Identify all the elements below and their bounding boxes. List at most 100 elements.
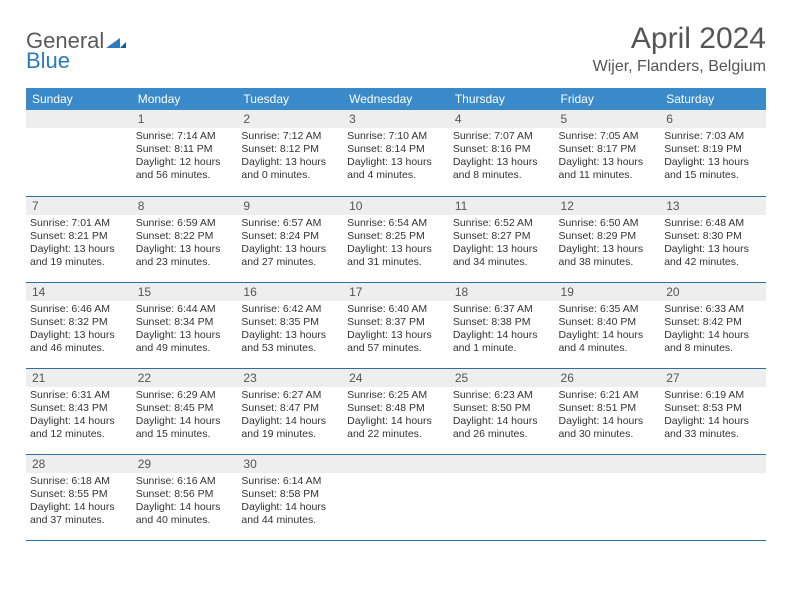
day-number: 2	[237, 110, 343, 128]
daylight-text: Daylight: 14 hours	[559, 415, 657, 428]
sunrise-text: Sunrise: 7:07 AM	[453, 130, 551, 143]
title-block: April 2024 Wijer, Flanders, Belgium	[593, 22, 766, 76]
sunrise-text: Sunrise: 6:29 AM	[136, 389, 234, 402]
day-number: 20	[660, 283, 766, 301]
daylight-text: Daylight: 14 hours	[136, 501, 234, 514]
day-number: 4	[449, 110, 555, 128]
daylight-text: and 12 minutes.	[30, 428, 128, 441]
sunset-text: Sunset: 8:48 PM	[347, 402, 445, 415]
sunset-text: Sunset: 8:25 PM	[347, 230, 445, 243]
calendar-day-cell: 10Sunrise: 6:54 AMSunset: 8:25 PMDayligh…	[343, 196, 449, 282]
daylight-text: and 38 minutes.	[559, 256, 657, 269]
day-content: Sunrise: 7:14 AMSunset: 8:11 PMDaylight:…	[132, 128, 238, 187]
calendar-empty-cell	[555, 454, 661, 540]
daylight-text: and 1 minute.	[453, 342, 551, 355]
sunrise-text: Sunrise: 6:35 AM	[559, 303, 657, 316]
calendar-day-cell: 5Sunrise: 7:05 AMSunset: 8:17 PMDaylight…	[555, 110, 661, 196]
calendar-day-cell: 24Sunrise: 6:25 AMSunset: 8:48 PMDayligh…	[343, 368, 449, 454]
sunrise-text: Sunrise: 7:03 AM	[664, 130, 762, 143]
weekday-header-row: SundayMondayTuesdayWednesdayThursdayFrid…	[26, 88, 766, 110]
day-content: Sunrise: 6:23 AMSunset: 8:50 PMDaylight:…	[449, 387, 555, 446]
sunrise-text: Sunrise: 6:42 AM	[241, 303, 339, 316]
daylight-text: and 49 minutes.	[136, 342, 234, 355]
daylight-text: Daylight: 14 hours	[30, 501, 128, 514]
calendar-day-cell: 21Sunrise: 6:31 AMSunset: 8:43 PMDayligh…	[26, 368, 132, 454]
sunrise-text: Sunrise: 6:54 AM	[347, 217, 445, 230]
day-content: Sunrise: 6:37 AMSunset: 8:38 PMDaylight:…	[449, 301, 555, 360]
daylight-text: and 37 minutes.	[30, 514, 128, 527]
sunrise-text: Sunrise: 6:18 AM	[30, 475, 128, 488]
calendar-day-cell: 18Sunrise: 6:37 AMSunset: 8:38 PMDayligh…	[449, 282, 555, 368]
calendar-day-cell: 15Sunrise: 6:44 AMSunset: 8:34 PMDayligh…	[132, 282, 238, 368]
daylight-text: Daylight: 14 hours	[136, 415, 234, 428]
day-content: Sunrise: 6:31 AMSunset: 8:43 PMDaylight:…	[26, 387, 132, 446]
empty-daynum	[26, 110, 132, 128]
daylight-text: and 30 minutes.	[559, 428, 657, 441]
daylight-text: and 27 minutes.	[241, 256, 339, 269]
calendar-day-cell: 13Sunrise: 6:48 AMSunset: 8:30 PMDayligh…	[660, 196, 766, 282]
sunrise-text: Sunrise: 7:05 AM	[559, 130, 657, 143]
daylight-text: Daylight: 13 hours	[30, 329, 128, 342]
sunset-text: Sunset: 8:16 PM	[453, 143, 551, 156]
day-number: 19	[555, 283, 661, 301]
empty-daynum	[555, 455, 661, 473]
sunset-text: Sunset: 8:17 PM	[559, 143, 657, 156]
day-content: Sunrise: 6:21 AMSunset: 8:51 PMDaylight:…	[555, 387, 661, 446]
day-content: Sunrise: 6:52 AMSunset: 8:27 PMDaylight:…	[449, 215, 555, 274]
day-content: Sunrise: 7:12 AMSunset: 8:12 PMDaylight:…	[237, 128, 343, 187]
day-number: 29	[132, 455, 238, 473]
empty-daynum	[449, 455, 555, 473]
day-content: Sunrise: 7:03 AMSunset: 8:19 PMDaylight:…	[660, 128, 766, 187]
logo-icon	[106, 28, 126, 54]
calendar-empty-cell	[660, 454, 766, 540]
day-content: Sunrise: 6:29 AMSunset: 8:45 PMDaylight:…	[132, 387, 238, 446]
sunset-text: Sunset: 8:22 PM	[136, 230, 234, 243]
daylight-text: and 19 minutes.	[30, 256, 128, 269]
calendar-empty-cell	[449, 454, 555, 540]
day-number: 25	[449, 369, 555, 387]
calendar-table: SundayMondayTuesdayWednesdayThursdayFrid…	[26, 88, 766, 541]
weekday-header: Wednesday	[343, 88, 449, 110]
daylight-text: and 31 minutes.	[347, 256, 445, 269]
calendar-day-cell: 23Sunrise: 6:27 AMSunset: 8:47 PMDayligh…	[237, 368, 343, 454]
sunset-text: Sunset: 8:47 PM	[241, 402, 339, 415]
sunset-text: Sunset: 8:37 PM	[347, 316, 445, 329]
month-title: April 2024	[593, 22, 766, 56]
daylight-text: Daylight: 14 hours	[241, 501, 339, 514]
sunset-text: Sunset: 8:35 PM	[241, 316, 339, 329]
daylight-text: and 44 minutes.	[241, 514, 339, 527]
daylight-text: and 26 minutes.	[453, 428, 551, 441]
sunset-text: Sunset: 8:38 PM	[453, 316, 551, 329]
sunrise-text: Sunrise: 6:27 AM	[241, 389, 339, 402]
sunrise-text: Sunrise: 6:59 AM	[136, 217, 234, 230]
daylight-text: and 22 minutes.	[347, 428, 445, 441]
day-content: Sunrise: 6:50 AMSunset: 8:29 PMDaylight:…	[555, 215, 661, 274]
page-header: General April 2024 Wijer, Flanders, Belg…	[26, 22, 766, 76]
daylight-text: and 11 minutes.	[559, 169, 657, 182]
sunrise-text: Sunrise: 7:10 AM	[347, 130, 445, 143]
day-content: Sunrise: 7:07 AMSunset: 8:16 PMDaylight:…	[449, 128, 555, 187]
daylight-text: and 15 minutes.	[136, 428, 234, 441]
daylight-text: Daylight: 12 hours	[136, 156, 234, 169]
sunset-text: Sunset: 8:21 PM	[30, 230, 128, 243]
daylight-text: Daylight: 14 hours	[559, 329, 657, 342]
sunset-text: Sunset: 8:51 PM	[559, 402, 657, 415]
calendar-page: General April 2024 Wijer, Flanders, Belg…	[0, 0, 792, 563]
day-content: Sunrise: 7:10 AMSunset: 8:14 PMDaylight:…	[343, 128, 449, 187]
day-content: Sunrise: 6:33 AMSunset: 8:42 PMDaylight:…	[660, 301, 766, 360]
daylight-text: Daylight: 14 hours	[347, 415, 445, 428]
sunrise-text: Sunrise: 6:14 AM	[241, 475, 339, 488]
day-content: Sunrise: 6:42 AMSunset: 8:35 PMDaylight:…	[237, 301, 343, 360]
day-content: Sunrise: 7:01 AMSunset: 8:21 PMDaylight:…	[26, 215, 132, 274]
sunrise-text: Sunrise: 7:12 AM	[241, 130, 339, 143]
day-number: 30	[237, 455, 343, 473]
day-number: 26	[555, 369, 661, 387]
day-number: 18	[449, 283, 555, 301]
daylight-text: and 4 minutes.	[559, 342, 657, 355]
day-number: 21	[26, 369, 132, 387]
daylight-text: Daylight: 13 hours	[241, 329, 339, 342]
weekday-header: Tuesday	[237, 88, 343, 110]
sunset-text: Sunset: 8:42 PM	[664, 316, 762, 329]
sunrise-text: Sunrise: 6:46 AM	[30, 303, 128, 316]
day-content: Sunrise: 6:18 AMSunset: 8:55 PMDaylight:…	[26, 473, 132, 532]
